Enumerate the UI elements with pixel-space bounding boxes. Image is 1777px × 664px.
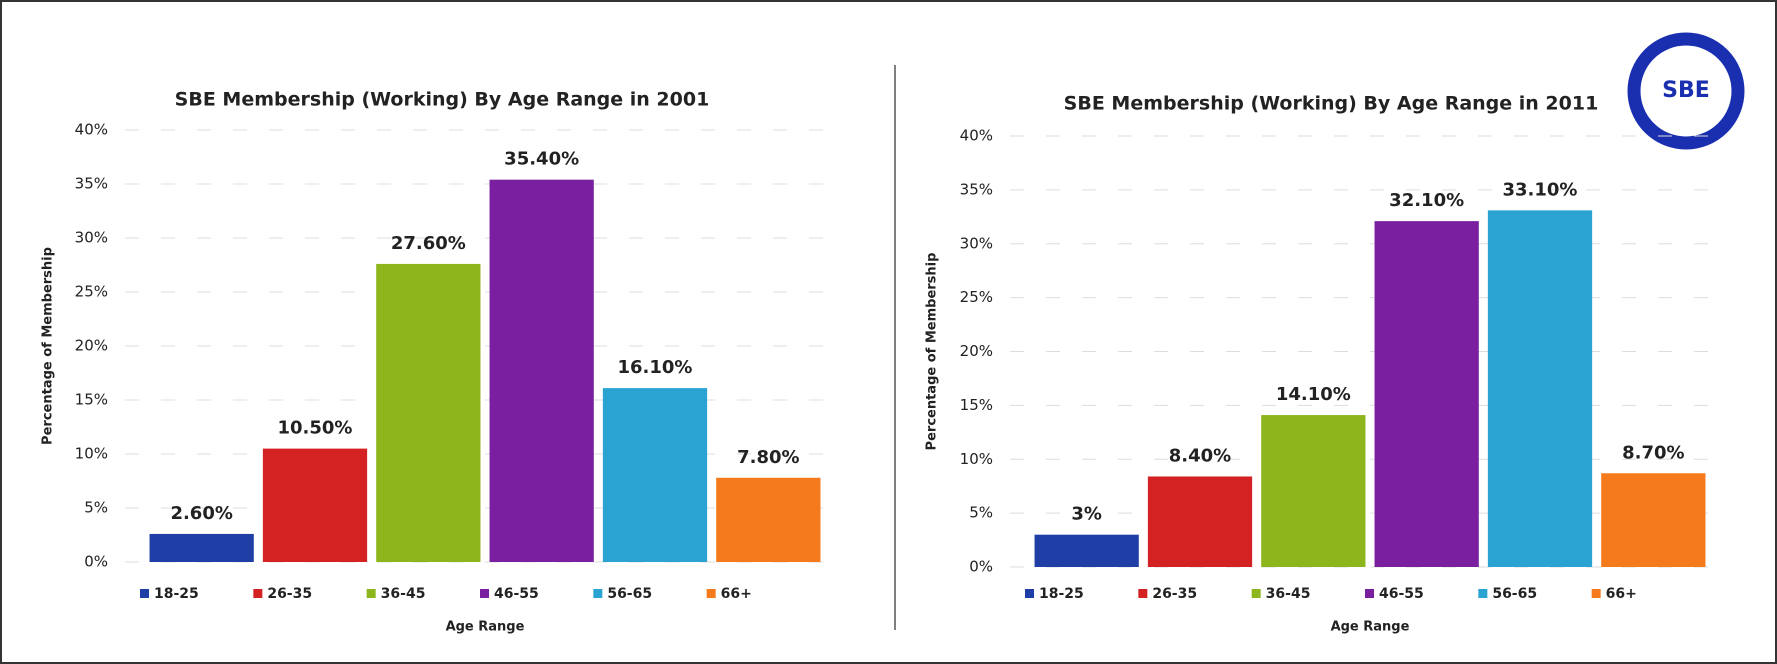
legend-swatch: [1365, 589, 1374, 598]
legend-label: 66+: [721, 586, 752, 602]
y-axis-label: Percentage of Membership: [925, 253, 940, 451]
value-label: 10.50%: [278, 418, 353, 439]
y-axis-label: Percentage of Membership: [41, 247, 56, 445]
legend-label: 56-65: [1492, 586, 1537, 602]
legend-label: 46-55: [1379, 586, 1424, 602]
bar: [1147, 476, 1253, 567]
bar: [262, 448, 368, 562]
chart-title: SBE Membership (Working) By Age Range in…: [175, 89, 710, 111]
y-tick-label: 25%: [960, 288, 993, 306]
bar: [602, 388, 708, 562]
legend-swatch: [253, 589, 263, 598]
legend-swatch: [140, 589, 149, 598]
legend-label: 46-55: [494, 586, 539, 602]
legend-label: 18-25: [1039, 586, 1084, 602]
bar: [1034, 534, 1139, 567]
legend-swatch: [1138, 589, 1148, 598]
y-tick-label: 35%: [960, 180, 993, 198]
legend-swatch: [1591, 589, 1601, 598]
bar: [716, 477, 821, 562]
value-label: 8.40%: [1169, 445, 1231, 466]
legend-swatch: [1251, 589, 1261, 598]
y-tick-label: 5%: [969, 504, 993, 522]
value-label: 3%: [1071, 504, 1102, 525]
y-tick-label: 35%: [75, 175, 108, 193]
value-label: 27.60%: [391, 233, 466, 254]
legend-swatch: [1025, 589, 1034, 598]
bar: [1374, 221, 1479, 567]
value-label: 33.10%: [1503, 179, 1578, 200]
chart-title: SBE Membership (Working) By Age Range in…: [1064, 93, 1599, 115]
y-tick-label: 10%: [75, 445, 108, 463]
value-label: 14.10%: [1276, 384, 1351, 405]
x-axis-label: Age Range: [1331, 620, 1410, 635]
legend-label: 36-45: [1266, 586, 1311, 602]
y-tick-label: 0%: [84, 553, 108, 571]
value-label: 32.10%: [1389, 190, 1464, 211]
legend-label: 56-65: [607, 586, 652, 602]
y-tick-label: 15%: [75, 391, 108, 409]
legend-swatch: [366, 589, 376, 598]
legend-label: 66+: [1606, 586, 1637, 602]
y-tick-label: 40%: [75, 121, 108, 139]
value-label: 35.40%: [504, 149, 579, 170]
legend-label: 26-35: [1152, 586, 1197, 602]
bar: [1261, 415, 1366, 567]
y-tick-label: 5%: [84, 499, 108, 517]
y-tick-label: 15%: [960, 396, 993, 414]
legend-label: 36-45: [381, 586, 426, 602]
x-axis-label: Age Range: [446, 620, 525, 635]
logo-ring: [1627, 32, 1745, 150]
y-tick-label: 10%: [960, 450, 993, 468]
y-tick-label: 20%: [75, 337, 108, 355]
legend-label: 18-25: [154, 586, 199, 602]
legend-swatch: [1478, 589, 1488, 598]
bar: [1487, 210, 1593, 567]
y-tick-label: 20%: [960, 342, 993, 360]
value-label: 8.70%: [1622, 442, 1684, 463]
legend-label: 26-35: [267, 586, 312, 602]
bar: [149, 533, 254, 562]
y-tick-label: 0%: [969, 558, 993, 576]
bar: [1601, 473, 1706, 567]
value-label: 7.80%: [737, 447, 799, 468]
y-tick-label: 40%: [960, 127, 993, 145]
y-tick-label: 30%: [75, 229, 108, 247]
bar: [489, 179, 594, 562]
value-label: 2.60%: [170, 503, 232, 524]
legend-swatch: [480, 589, 489, 598]
y-tick-label: 30%: [960, 234, 993, 252]
y-tick-label: 25%: [75, 283, 108, 301]
value-label: 16.10%: [618, 357, 693, 378]
logo-text: SBE: [1662, 78, 1710, 103]
bar: [376, 263, 481, 562]
legend-swatch: [593, 589, 603, 598]
legend-swatch: [706, 589, 716, 598]
